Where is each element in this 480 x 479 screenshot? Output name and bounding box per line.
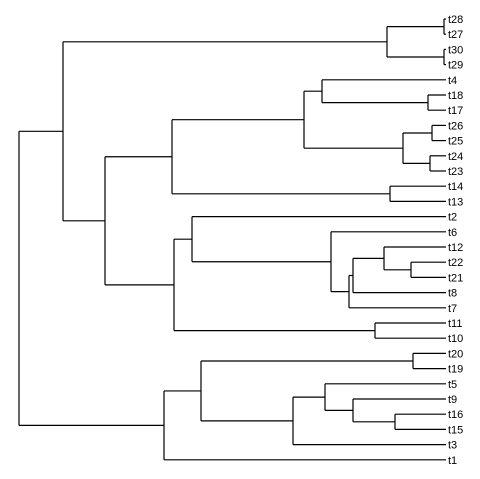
tip-label-t17: t17 [448, 105, 463, 117]
tip-label-t24: t24 [448, 151, 463, 163]
tip-label-t16: t16 [448, 409, 463, 421]
tip-label-t30: t30 [448, 44, 463, 56]
tip-label-t1: t1 [448, 455, 457, 467]
tip-label-t9: t9 [448, 394, 457, 406]
tip-label-t12: t12 [448, 242, 463, 254]
tip-label-t25: t25 [448, 136, 463, 148]
tip-label-t23: t23 [448, 166, 463, 178]
tip-label-t2: t2 [448, 212, 457, 224]
tip-label-t15: t15 [448, 424, 463, 436]
tip-label-t3: t3 [448, 440, 457, 452]
tip-label-t22: t22 [448, 257, 463, 269]
tip-label-t21: t21 [448, 272, 463, 284]
tip-label-t27: t27 [448, 29, 463, 41]
tip-label-t26: t26 [448, 120, 463, 132]
tip-label-t11: t11 [448, 318, 462, 330]
tip-label-t18: t18 [448, 90, 463, 102]
tree-branches [18, 18, 446, 461]
tip-label-t29: t29 [448, 60, 463, 72]
tip-label-t14: t14 [448, 181, 463, 193]
tip-label-t19: t19 [448, 364, 463, 376]
tip-label-t4: t4 [448, 75, 457, 87]
tip-label-t13: t13 [448, 196, 463, 208]
tip-label-t28: t28 [448, 14, 463, 26]
tip-label-t10: t10 [448, 333, 463, 345]
tip-label-t6: t6 [448, 227, 457, 239]
tip-label-t7: t7 [448, 303, 457, 315]
tip-label-t8: t8 [448, 288, 457, 300]
tip-labels: t28 t27 t30 t29 t4 t18 t17 t26 t25 t24 t23 t14 t13 t2… [448, 14, 463, 467]
tip-label-t5: t5 [448, 379, 457, 391]
tip-label-t20: t20 [448, 348, 463, 360]
